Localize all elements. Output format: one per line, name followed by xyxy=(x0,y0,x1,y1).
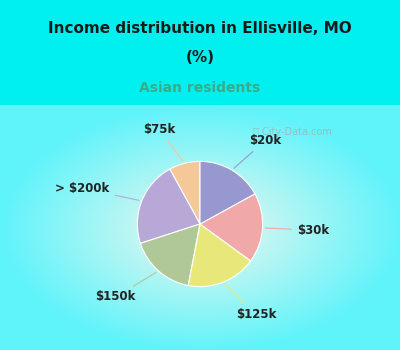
Wedge shape xyxy=(200,161,255,224)
Text: $30k: $30k xyxy=(265,224,329,237)
Text: $20k: $20k xyxy=(234,134,282,168)
Text: (%): (%) xyxy=(186,50,214,65)
Wedge shape xyxy=(140,224,200,286)
Text: $150k: $150k xyxy=(96,272,156,303)
Text: Income distribution in Ellisville, MO: Income distribution in Ellisville, MO xyxy=(48,21,352,36)
Wedge shape xyxy=(137,169,200,243)
Wedge shape xyxy=(188,224,251,287)
Text: $125k: $125k xyxy=(225,284,276,321)
Text: > $200k: > $200k xyxy=(56,182,139,200)
Wedge shape xyxy=(200,194,263,261)
Wedge shape xyxy=(170,161,200,224)
Text: $75k: $75k xyxy=(144,124,183,161)
Text: Asian residents: Asian residents xyxy=(139,80,261,94)
Text: 🔍 City-Data.com: 🔍 City-Data.com xyxy=(253,127,331,137)
